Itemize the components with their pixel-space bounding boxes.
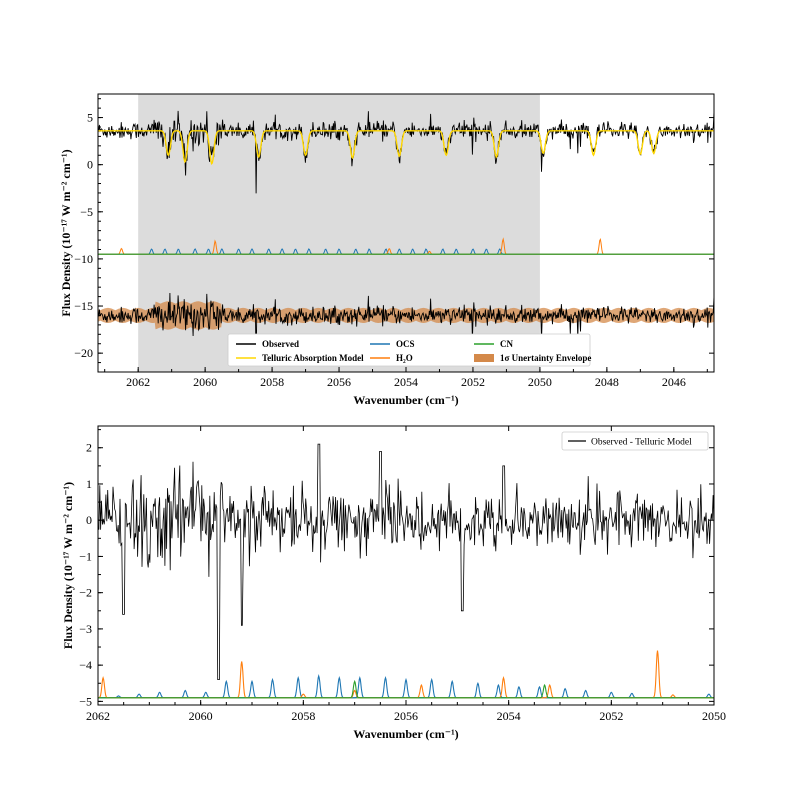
legend-label: Observed - Telluric Model — [591, 438, 692, 448]
top-legend: Observed OCS CN Telluric Absorption Model H₂… — [227, 333, 591, 367]
bottom-legend-box — [561, 431, 709, 451]
top-y-tick-label: 5 — [87, 111, 93, 125]
bottom-x-tick-label: 2056 — [394, 709, 418, 723]
bottom-y-tick-label: 1 — [86, 477, 92, 491]
legend-label: 1σ Unertainty Envelope — [500, 353, 591, 363]
bottom-x-axis-title: Wavenumber (cm⁻¹) — [353, 727, 458, 741]
legend-label: CN — [500, 339, 513, 349]
bottom-x-tick-label: 2060 — [189, 709, 213, 723]
bottom-x-tick-label: 2050 — [702, 709, 726, 723]
top-x-tick-label: 2048 — [595, 375, 619, 389]
bottom-x-axis: 2062 2060 2058 2056 2054 2052 2050 — [86, 426, 726, 723]
top-y-tick-label: 0 — [87, 158, 93, 172]
legend-label: OCS — [396, 339, 415, 349]
top-x-tick-label: 2050 — [528, 375, 552, 389]
top-legend-box — [227, 333, 591, 367]
telluric-model-series-line — [98, 130, 714, 165]
legend-label: H₂O — [396, 353, 413, 363]
bottom-x-tick-label: 2062 — [86, 709, 110, 723]
top-y-tick-label: −15 — [74, 299, 93, 313]
bottom-y-tick-label: 2 — [86, 441, 92, 455]
top-x-tick-label: 2054 — [394, 375, 418, 389]
bottom-y-tick-label: −4 — [79, 658, 92, 672]
top-x-tick-label: 2062 — [126, 375, 150, 389]
ocs-series-line — [98, 674, 715, 699]
top-x-tick-label: 2058 — [260, 375, 284, 389]
top-plot-area — [97, 110, 715, 366]
legend-label: Observed — [262, 339, 299, 349]
bottom-y-tick-label: −5 — [79, 694, 92, 708]
observed-series-line — [97, 110, 715, 194]
top-y-tick-label: −10 — [74, 252, 93, 266]
top-x-axis: 2062 2060 2058 2056 2054 2052 2050 2048 2046 — [104, 367, 708, 389]
bottom-y-tick-label: 0 — [86, 513, 92, 527]
top-y-tick-label: −20 — [74, 346, 93, 360]
legend-swatch — [474, 354, 494, 362]
top-x-tick-label: 2052 — [461, 375, 485, 389]
top-x-tick-label: 2056 — [327, 375, 351, 389]
bottom-y-tick-label: −2 — [79, 586, 92, 600]
bottom-y-tick-label: −3 — [79, 622, 92, 636]
top-y-tick-label: −5 — [80, 205, 93, 219]
top-y-axis-title: Flux Density (10⁻¹⁷ W m⁻² cm⁻¹) — [59, 149, 73, 316]
cn-series-line — [98, 679, 714, 699]
bottom-x-tick-label: 2052 — [599, 709, 623, 723]
bottom-axes-frame — [97, 425, 715, 706]
observed-minus-model-series-line — [97, 443, 715, 680]
top-x-tick-label: 2060 — [193, 375, 217, 389]
bottom-x-tick-label: 2054 — [497, 709, 521, 723]
legend-label: Telluric Absorption Model — [262, 353, 364, 363]
top-x-axis-title: Wavenumber (cm⁻¹) — [353, 393, 458, 407]
bottom-y-tick-label: −1 — [79, 549, 92, 563]
bottom-y-axis-title: Flux Density (10⁻¹⁷ W m⁻² cm⁻¹) — [61, 482, 75, 649]
top-x-tick-label: 2046 — [662, 375, 686, 389]
bottom-legend: Observed - Telluric Model — [561, 431, 709, 451]
bottom-x-tick-label: 2058 — [291, 709, 315, 723]
bottom-plot-area — [97, 443, 715, 699]
bottom-panel: 2062 2060 2058 2056 2054 2052 2050 2 1 0 −1 −2 −3 −4… — [61, 425, 726, 741]
top-panel: 2062 2060 2058 2056 2054 2052 2050 2048 2046 5 0 −… — [59, 93, 715, 407]
top-y-axis: 5 0 −5 −10 −15 −20 — [74, 98, 714, 373]
bottom-y-axis: 2 1 0 −1 −2 −3 −4 −5 — [79, 429, 714, 708]
residual-series-line — [97, 292, 715, 366]
h2o-series-line — [98, 650, 714, 699]
